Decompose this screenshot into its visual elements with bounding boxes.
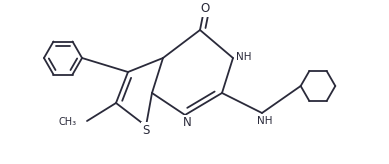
Text: N: N (182, 116, 191, 130)
Text: NH: NH (257, 116, 273, 126)
Text: S: S (142, 123, 150, 136)
Text: O: O (200, 2, 210, 16)
Text: CH₃: CH₃ (59, 117, 77, 127)
Text: NH: NH (236, 52, 252, 62)
